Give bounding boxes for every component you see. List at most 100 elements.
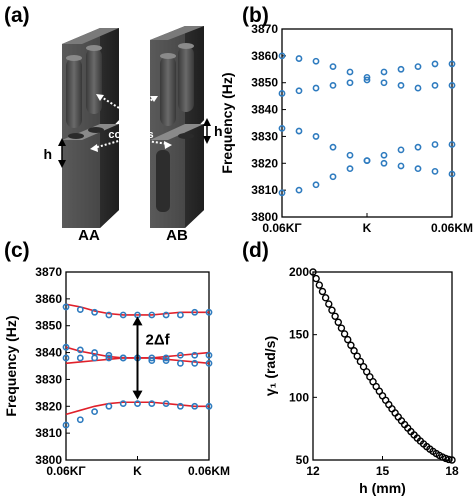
y-tick-label-b-4: 3840 [251,103,278,117]
data-point-c-s0-8 [176,311,184,319]
ab-lower-air-column [156,150,170,212]
data-point-c-s0-3 [105,311,113,319]
data-point-b-s0-7 [397,65,405,73]
fit-line-c-0 [65,303,209,316]
data-point-b-s0-5 [363,73,371,81]
data-point-d-4 [321,294,330,302]
aa-lower-block [62,124,119,228]
data-point-b-s2-7 [397,146,405,154]
data-point-b-s3-0 [278,189,286,197]
aa-upper-block [62,28,119,140]
data-point-b-s0-3 [329,63,337,70]
label-aa: AA [78,227,100,244]
data-point-b-s2-9 [431,141,439,148]
data-point-c-s2-2 [91,354,98,362]
y-tick-label-d-2: 150 [289,328,309,342]
aa-air-column-1 [66,58,82,128]
data-point-c-s1-0 [62,343,70,351]
delta-f-label: 2Δf [146,332,171,349]
data-point-b-s3-10 [448,170,456,178]
data-point-d-0 [309,268,317,276]
data-point-c-s1-6 [148,354,156,362]
data-point-c-s1-9 [191,351,199,359]
data-point-c-s0-2 [91,308,98,316]
data-point-c-s3-5 [134,400,141,407]
h-label-left: h [43,146,52,162]
data-point-c-s0-0 [62,303,70,311]
data-point-c-s3-8 [176,402,184,410]
data-point-c-s0-10 [205,308,213,316]
data-point-c-s1-10 [205,351,213,359]
x-tick-label-b-1: K [363,221,372,235]
data-point-c-s3-7 [162,400,170,407]
panel-label-a: (a) [4,4,30,27]
data-point-c-s1-1 [76,346,84,354]
x-tick-label-c-2: 0.06KM [188,464,230,478]
x-tick-label-b-2: 0.06KM [431,221,473,235]
data-point-d-43 [445,455,453,464]
data-point-c-s2-0 [62,354,70,362]
data-point-b-s2-0 [278,124,286,132]
data-point-b-s2-1 [295,127,303,135]
data-point-b-s0-8 [414,63,422,70]
data-point-c-s3-2 [91,408,98,416]
data-point-b-s1-5 [363,76,371,84]
y-tick-label-b-3: 3830 [251,129,278,143]
data-point-d-16 [359,362,368,371]
data-point-d-14 [353,352,361,360]
y-axis-label-b: Frequency (Hz) [219,72,235,173]
panel-label-b: (b) [242,4,269,27]
data-point-d-10 [340,330,349,338]
data-point-b-s3-8 [414,165,422,173]
data-point-d-11 [344,335,352,344]
data-point-b-s1-1 [295,87,303,95]
data-point-d-25 [388,405,396,413]
data-point-c-s2-8 [176,359,184,367]
data-point-d-13 [350,347,358,355]
delta-f-arrowhead-top [132,316,143,326]
data-point-b-s0-6 [380,68,388,76]
ab-air-column-2 [178,46,194,112]
data-point-b-s1-3 [329,82,337,89]
y-tick-label-c-0: 3800 [35,453,62,467]
data-point-d-2 [315,281,324,289]
y-tick-label-c-2: 3820 [35,399,62,413]
x-tick-label-c-0: 0.06KΓ [46,464,86,478]
h-marker-left [58,138,66,168]
data-point-d-8 [334,318,342,326]
air-arrowheads [90,94,172,152]
data-point-d-1 [312,274,320,283]
data-point-d-6 [328,306,336,314]
data-point-b-s2-3 [329,143,337,151]
data-point-c-s2-4 [119,354,127,362]
data-point-c-s0-9 [191,308,199,316]
x-tick-label-c-1: K [133,464,142,478]
data-point-b-s0-4 [346,68,354,76]
data-point-c-s3-9 [191,402,199,410]
data-point-d-12 [347,341,355,349]
data-point-c-s3-1 [76,416,84,424]
h-label-right: h [214,123,223,139]
plot-frame-d [312,271,453,461]
data-point-b-s1-8 [414,84,422,92]
air-label-2: columns [108,129,153,141]
data-point-c-s2-3 [105,354,113,362]
data-point-c-s2-10 [205,359,213,367]
data-point-b-s3-4 [346,165,354,173]
data-point-b-s0-1 [295,55,303,62]
data-point-d-7 [331,312,339,320]
data-point-b-s3-9 [431,167,439,175]
data-point-c-s2-1 [76,354,84,362]
data-point-c-s0-6 [148,311,156,319]
data-point-c-s3-3 [105,402,113,410]
y-tick-label-b-7: 3870 [251,22,278,36]
delta-f-arrowhead-bottom [132,390,143,400]
label-ab: AB [166,227,188,244]
data-point-c-s3-0 [62,421,70,429]
data-point-b-s3-6 [380,159,388,167]
y-tick-label-b-2: 3820 [251,156,278,170]
h-marker-right [203,118,211,144]
data-point-b-s1-0 [278,90,286,97]
data-point-b-s2-8 [414,143,422,151]
